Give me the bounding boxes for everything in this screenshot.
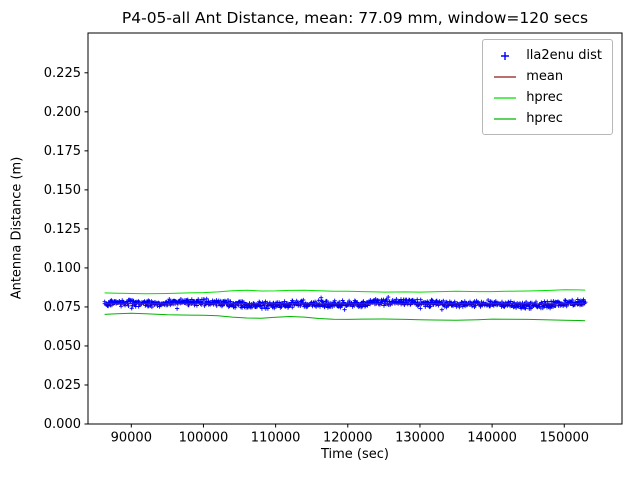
- legend-label: mean: [526, 69, 564, 84]
- line-marker-icon: [491, 91, 519, 105]
- x-tick-label: 140000: [467, 431, 517, 446]
- legend-label: lla2enu dist: [526, 48, 602, 63]
- y-tick-label: 0.075: [44, 300, 81, 315]
- x-tick-label: 110000: [251, 431, 301, 446]
- legend-label: hprec: [526, 111, 563, 126]
- legend-item-lla2enu-dist: lla2enu dist: [491, 45, 602, 66]
- x-tick-label: 150000: [539, 431, 589, 446]
- y-axis-label: Antenna Distance (m): [9, 156, 25, 300]
- line-marker-icon: [491, 70, 519, 84]
- legend-item-mean: mean: [491, 66, 602, 87]
- plus-marker-icon: [491, 49, 519, 63]
- legend-label: hprec: [526, 90, 563, 105]
- y-tick-label: 0.225: [44, 66, 81, 81]
- line-marker-icon: [491, 112, 519, 126]
- x-tick-label: 100000: [179, 431, 229, 446]
- y-tick-label: 0.200: [44, 105, 81, 120]
- y-tick-label: 0.050: [44, 339, 81, 354]
- chart-title: P4-05-all Ant Distance, mean: 77.09 mm, …: [121, 9, 589, 27]
- y-tick-label: 0.100: [44, 261, 81, 276]
- series-hprec-lower: [104, 312, 586, 322]
- legend-item-hprec: hprec: [491, 108, 602, 129]
- x-tick-label: 90000: [111, 431, 152, 446]
- legend: lla2enu dist mean hprec hprec: [482, 39, 613, 135]
- series-hprec-upper: [104, 289, 586, 295]
- x-tick-label: 130000: [395, 431, 445, 446]
- y-tick-label: 0.125: [44, 222, 81, 237]
- y-tick-label: 0.000: [44, 417, 81, 432]
- y-tick-label: 0.025: [44, 378, 81, 393]
- legend-item-hprec: hprec: [491, 87, 602, 108]
- x-tick-label: 120000: [323, 431, 373, 446]
- x-axis-label: Time (sec): [320, 447, 389, 462]
- y-tick-label: 0.175: [44, 144, 81, 159]
- y-tick-label: 0.150: [44, 183, 81, 198]
